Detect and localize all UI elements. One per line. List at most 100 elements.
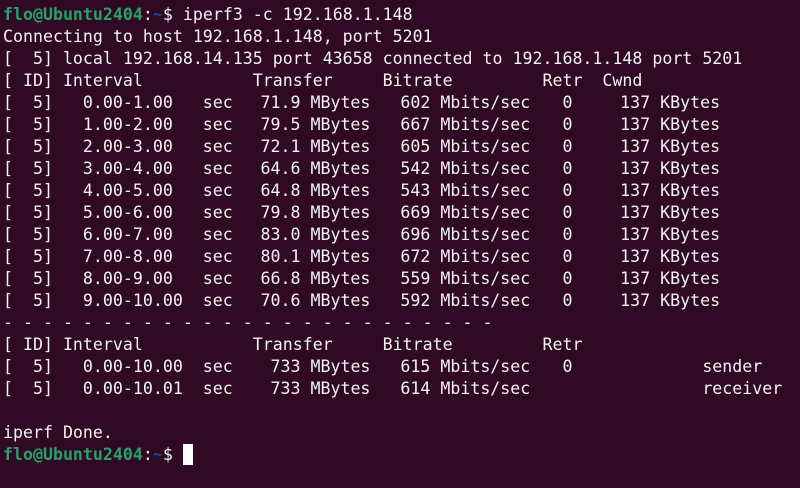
row-interval: 0.00-1.00	[82, 93, 173, 112]
prompt-user-host: flo@Ubuntu2404	[3, 5, 143, 24]
row-unit: sec	[202, 291, 233, 310]
row-interval: 5.00-6.00	[82, 203, 173, 222]
row-bitrate: 669 Mbits/sec	[400, 203, 531, 222]
header-id: [ ID]	[3, 71, 53, 90]
row-id: [ 5]	[3, 159, 53, 178]
interval-row: [ 5] 6.00-7.00 sec 83.0 MBytes 696 Mbits/sec…	[3, 224, 800, 246]
header-cwnd: Cwnd	[602, 71, 643, 90]
row-transfer: 70.6 MBytes	[260, 291, 371, 310]
row-bitrate: 542 Mbits/sec	[400, 159, 531, 178]
row-id: [ 5]	[3, 225, 53, 244]
row-cwnd: 137 KBytes	[620, 93, 721, 112]
row-interval: 2.00-3.00	[82, 137, 173, 156]
row-interval: 6.00-7.00	[82, 225, 173, 244]
summary-table-header: [ ID] Interval Transfer Bitrate Retr	[3, 334, 800, 356]
row-cwnd: 137 KBytes	[620, 115, 721, 134]
summary-role: sender	[702, 357, 763, 376]
row-unit: sec	[202, 93, 233, 112]
summary-unit: sec	[202, 357, 233, 376]
summary-interval: 0.00-10.00	[82, 357, 183, 376]
row-unit: sec	[202, 269, 233, 288]
row-bitrate: 667 Mbits/sec	[400, 115, 531, 134]
prompt-line[interactable]: flo@Ubuntu2404:~$	[3, 444, 800, 466]
interval-row: [ 5] 7.00-8.00 sec 80.1 MBytes 672 Mbits/sec…	[3, 246, 800, 268]
summary-bitrate: 615 Mbits/sec	[400, 357, 531, 376]
row-retr: 0	[562, 159, 573, 178]
row-transfer: 64.6 MBytes	[260, 159, 371, 178]
row-bitrate: 605 Mbits/sec	[400, 137, 531, 156]
header-retr: Retr	[542, 71, 583, 90]
row-unit: sec	[202, 203, 233, 222]
row-cwnd: 137 KBytes	[620, 181, 721, 200]
summary-unit: sec	[202, 379, 233, 398]
row-transfer: 80.1 MBytes	[260, 247, 371, 266]
row-retr: 0	[562, 137, 573, 156]
row-retr: 0	[562, 247, 573, 266]
row-id: [ 5]	[3, 93, 53, 112]
row-cwnd: 137 KBytes	[620, 159, 721, 178]
row-transfer: 83.0 MBytes	[260, 225, 371, 244]
row-unit: sec	[202, 181, 233, 200]
row-interval: 7.00-8.00	[82, 247, 173, 266]
row-retr: 0	[562, 181, 573, 200]
row-cwnd: 137 KBytes	[620, 225, 721, 244]
header-interval: Interval	[62, 71, 143, 90]
summary-transfer: 733 MBytes	[270, 379, 371, 398]
summary-retr: 0	[562, 357, 573, 376]
terminal-window[interactable]: flo@Ubuntu2404:~$ iperf3 -c 192.168.1.14…	[0, 0, 800, 467]
local-connection-info: [ 5] local 192.168.14.135 port 43658 con…	[3, 49, 743, 68]
prompt-symbol: $	[162, 5, 173, 24]
row-retr: 0	[562, 291, 573, 310]
row-interval: 8.00-9.00	[82, 269, 173, 288]
row-cwnd: 137 KBytes	[620, 269, 721, 288]
row-cwnd: 137 KBytes	[620, 247, 721, 266]
summary-header-retr: Retr	[542, 335, 583, 354]
row-unit: sec	[202, 225, 233, 244]
prompt-path: ~	[152, 445, 163, 464]
interval-row: [ 5] 9.00-10.00 sec 70.6 MBytes 592 Mbits/se…	[3, 290, 800, 312]
row-cwnd: 137 KBytes	[620, 203, 721, 222]
row-bitrate: 559 Mbits/sec	[400, 269, 531, 288]
row-cwnd: 137 KBytes	[620, 137, 721, 156]
row-id: [ 5]	[3, 291, 53, 310]
row-retr: 0	[562, 203, 573, 222]
row-id: [ 5]	[3, 247, 53, 266]
row-interval: 9.00-10.00	[82, 291, 183, 310]
row-id: [ 5]	[3, 115, 53, 134]
summary-id: [ 5]	[3, 379, 53, 398]
summary-header-transfer: Transfer	[252, 335, 333, 354]
prompt-separator: :	[142, 5, 153, 24]
summary-row: [ 5] 0.00-10.00 sec 733 MBytes 615 Mbits/sec…	[3, 356, 800, 378]
done-message: iperf Done.	[3, 423, 113, 442]
row-interval: 1.00-2.00	[82, 115, 173, 134]
row-retr: 0	[562, 93, 573, 112]
interval-table-header: [ ID] Interval Transfer Bitrate Retr Cwn…	[3, 70, 800, 92]
summary-row: [ 5] 0.00-10.01 sec 733 MBytes 614 Mbits/sec…	[3, 378, 800, 400]
row-unit: sec	[202, 137, 233, 156]
row-retr: 0	[562, 115, 573, 134]
row-id: [ 5]	[3, 269, 53, 288]
summary-id: [ 5]	[3, 357, 53, 376]
row-interval: 4.00-5.00	[82, 181, 173, 200]
prompt-separator: :	[142, 445, 153, 464]
row-bitrate: 543 Mbits/sec	[400, 181, 531, 200]
row-id: [ 5]	[3, 137, 53, 156]
row-bitrate: 592 Mbits/sec	[400, 291, 531, 310]
summary-header-interval: Interval	[62, 335, 143, 354]
summary-header-id: [ ID]	[3, 335, 53, 354]
row-unit: sec	[202, 247, 233, 266]
command-line: flo@Ubuntu2404:~$ iperf3 -c 192.168.1.14…	[3, 4, 800, 26]
summary-transfer: 733 MBytes	[270, 357, 371, 376]
interval-row: [ 5] 2.00-3.00 sec 72.1 MBytes 605 Mbits/sec…	[3, 136, 800, 158]
row-transfer: 79.5 MBytes	[260, 115, 371, 134]
interval-row: [ 5] 5.00-6.00 sec 79.8 MBytes 669 Mbits/sec…	[3, 202, 800, 224]
separator-line: - - - - - - - - - - - - - - - - - - - - …	[3, 313, 493, 332]
row-unit: sec	[202, 115, 233, 134]
row-bitrate: 672 Mbits/sec	[400, 247, 531, 266]
header-transfer: Transfer	[252, 71, 333, 90]
summary-header-bitrate: Bitrate	[382, 335, 453, 354]
interval-row: [ 5] 1.00-2.00 sec 79.5 MBytes 667 Mbits/sec…	[3, 114, 800, 136]
interval-row: [ 5] 0.00-1.00 sec 71.9 MBytes 602 Mbits/sec…	[3, 92, 800, 114]
interval-row: [ 5] 3.00-4.00 sec 64.6 MBytes 542 Mbits/sec…	[3, 158, 800, 180]
row-transfer: 79.8 MBytes	[260, 203, 371, 222]
